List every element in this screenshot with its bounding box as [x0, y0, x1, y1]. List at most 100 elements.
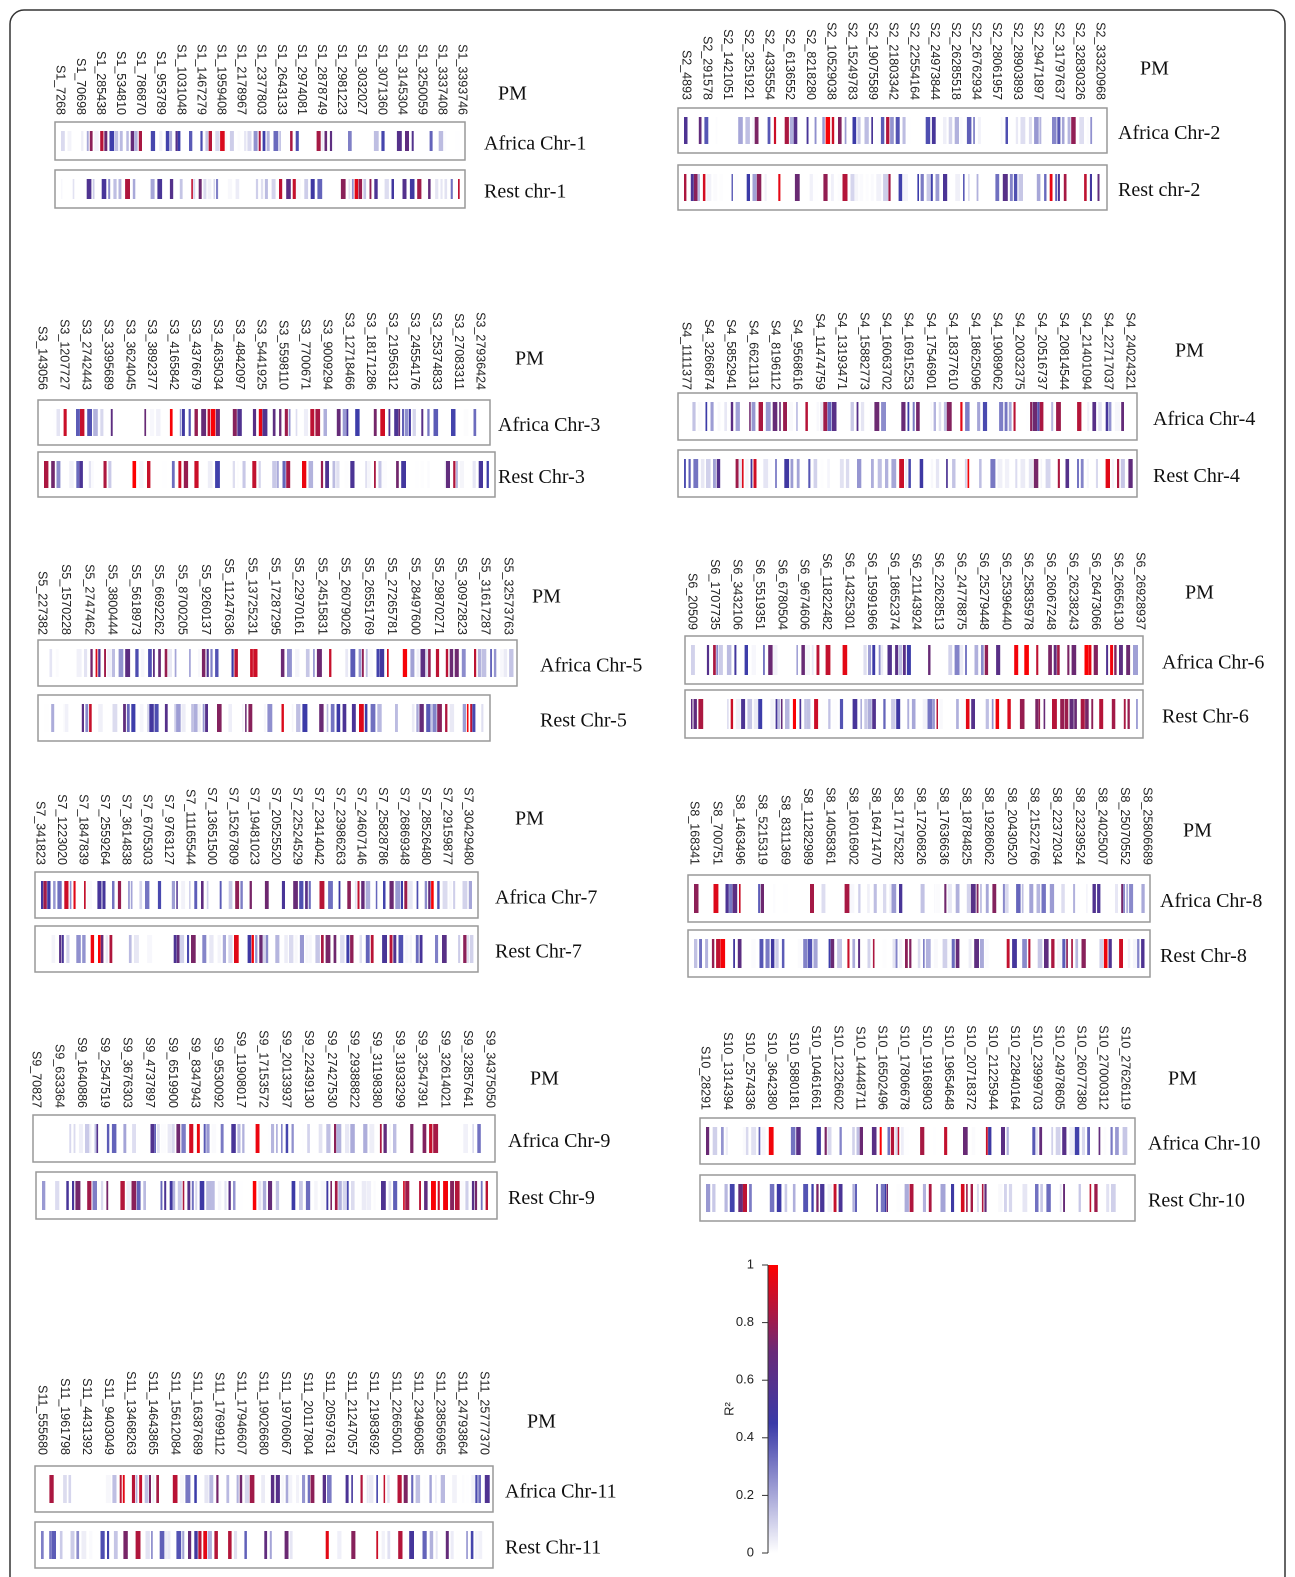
heat-stripe: [236, 1475, 239, 1503]
heat-stripe: [262, 935, 266, 963]
heat-stripe: [490, 649, 492, 677]
heat-stripe: [402, 409, 404, 436]
heat-stripe: [269, 1531, 272, 1559]
heat-stripe: [207, 179, 212, 199]
heat-stripe: [725, 1127, 728, 1155]
heat-stripe: [684, 117, 688, 144]
marker-label: S11_16387689: [190, 1371, 204, 1455]
ld-panel: S10_28291 S10_1314394 S10_2574336 S10_36423…: [699, 1025, 1260, 1222]
heat-stripe: [484, 1475, 490, 1503]
heat-stripe: [1028, 459, 1033, 488]
heat-stripe: [365, 461, 367, 488]
heat-stripe: [1089, 1184, 1092, 1212]
marker-label: S11_19026680: [257, 1371, 271, 1455]
heat-stripe: [968, 174, 970, 201]
heat-stripe: [1069, 699, 1074, 729]
heat-stripe: [112, 649, 115, 677]
heat-stripe: [931, 117, 936, 144]
strip-label: Africa Chr-8: [1160, 890, 1262, 912]
heat-stripe: [340, 179, 346, 199]
marker-label: S8_22372034: [1050, 787, 1064, 865]
heat-stripe: [1063, 174, 1067, 201]
marker-label: S7_19481023: [248, 787, 262, 865]
heat-stripe: [897, 1127, 900, 1155]
heat-stripe: [440, 179, 443, 199]
heat-stripe: [919, 459, 924, 488]
heat-stripe: [792, 1184, 796, 1212]
heat-stripe: [1057, 939, 1062, 968]
heat-stripe: [326, 704, 329, 732]
heat-stripe: [839, 699, 844, 729]
heat-stripe: [859, 174, 864, 201]
heat-stripe: [89, 131, 93, 151]
heat-stripe: [72, 1181, 75, 1210]
heat-stripe: [244, 131, 247, 151]
heat-stripe: [366, 1475, 369, 1503]
marker-label: S4_3266874: [702, 319, 716, 390]
marker-label: S1_1031048: [174, 44, 188, 115]
heat-stripe: [706, 174, 712, 201]
strip-label: Africa Chr-1: [484, 133, 586, 155]
heat-stripe: [979, 1127, 984, 1155]
heat-stripe: [813, 174, 818, 201]
heat-stripe: [51, 935, 56, 963]
heat-stripe: [925, 117, 931, 144]
heat-stripe: [1064, 699, 1069, 729]
heat-stripe: [1057, 645, 1060, 675]
heat-stripe: [1036, 645, 1039, 675]
marker-label: S1_953789: [154, 51, 168, 115]
heat-stripe: [481, 704, 484, 732]
heat-stripe: [827, 1184, 832, 1212]
heat-stripe: [901, 402, 906, 431]
heat-stripe: [1065, 459, 1070, 488]
heat-stripe: [729, 1184, 735, 1212]
heat-stripe: [165, 131, 170, 151]
heat-stripe: [1021, 884, 1024, 913]
heat-stripe: [1044, 174, 1047, 201]
heat-stripe: [198, 649, 201, 677]
marker-label: S5_6692262: [152, 564, 166, 635]
heat-stripe: [781, 939, 785, 968]
heat-stripe: [428, 649, 431, 677]
heat-stripe: [270, 1475, 275, 1503]
heat-stripe: [333, 131, 335, 151]
heat-stripe: [100, 409, 104, 436]
heat-stripe: [451, 409, 456, 436]
heat-stripe: [405, 1531, 409, 1559]
marker-label: S8_168341: [688, 801, 702, 865]
pm-label: PM: [498, 83, 527, 105]
heat-stripe: [358, 179, 363, 199]
heat-stripe: [977, 402, 981, 431]
heat-stripe: [281, 1475, 285, 1503]
heat-stripe: [294, 935, 298, 963]
marker-label: S5_9260137: [199, 564, 213, 635]
heat-stripe: [231, 1124, 236, 1153]
heat-stripe: [811, 1127, 814, 1155]
heat-stripe: [827, 402, 832, 431]
heat-stripe: [466, 1475, 469, 1503]
heat-stripe: [289, 935, 294, 963]
heat-stripe: [713, 645, 716, 675]
heat-stripe: [174, 704, 176, 732]
heat-stripe: [823, 174, 828, 201]
heat-stripe: [288, 409, 291, 436]
heat-stripe: [47, 881, 51, 909]
heat-stripe: [1057, 174, 1060, 201]
heat-stripe: [1087, 1127, 1090, 1155]
heat-stripe: [813, 939, 818, 968]
marker-label: S7_6705303: [141, 794, 155, 865]
heat-stripe: [796, 645, 798, 675]
heat-stripe: [422, 1531, 427, 1559]
heat-stripe: [928, 1184, 932, 1212]
heat-stripe: [920, 884, 925, 913]
marker-label: S8_11282989: [801, 788, 815, 865]
heat-stripe: [107, 1531, 110, 1559]
heat-stripe: [63, 1475, 67, 1503]
marker-label: S11_25777370: [478, 1371, 492, 1455]
heat-stripe: [725, 884, 729, 913]
marker-label: S5_26079026: [339, 557, 353, 635]
heat-stripe: [460, 1181, 465, 1210]
heat-stripe: [852, 117, 857, 144]
heat-stripe: [842, 174, 848, 201]
heat-stripe: [286, 461, 291, 488]
